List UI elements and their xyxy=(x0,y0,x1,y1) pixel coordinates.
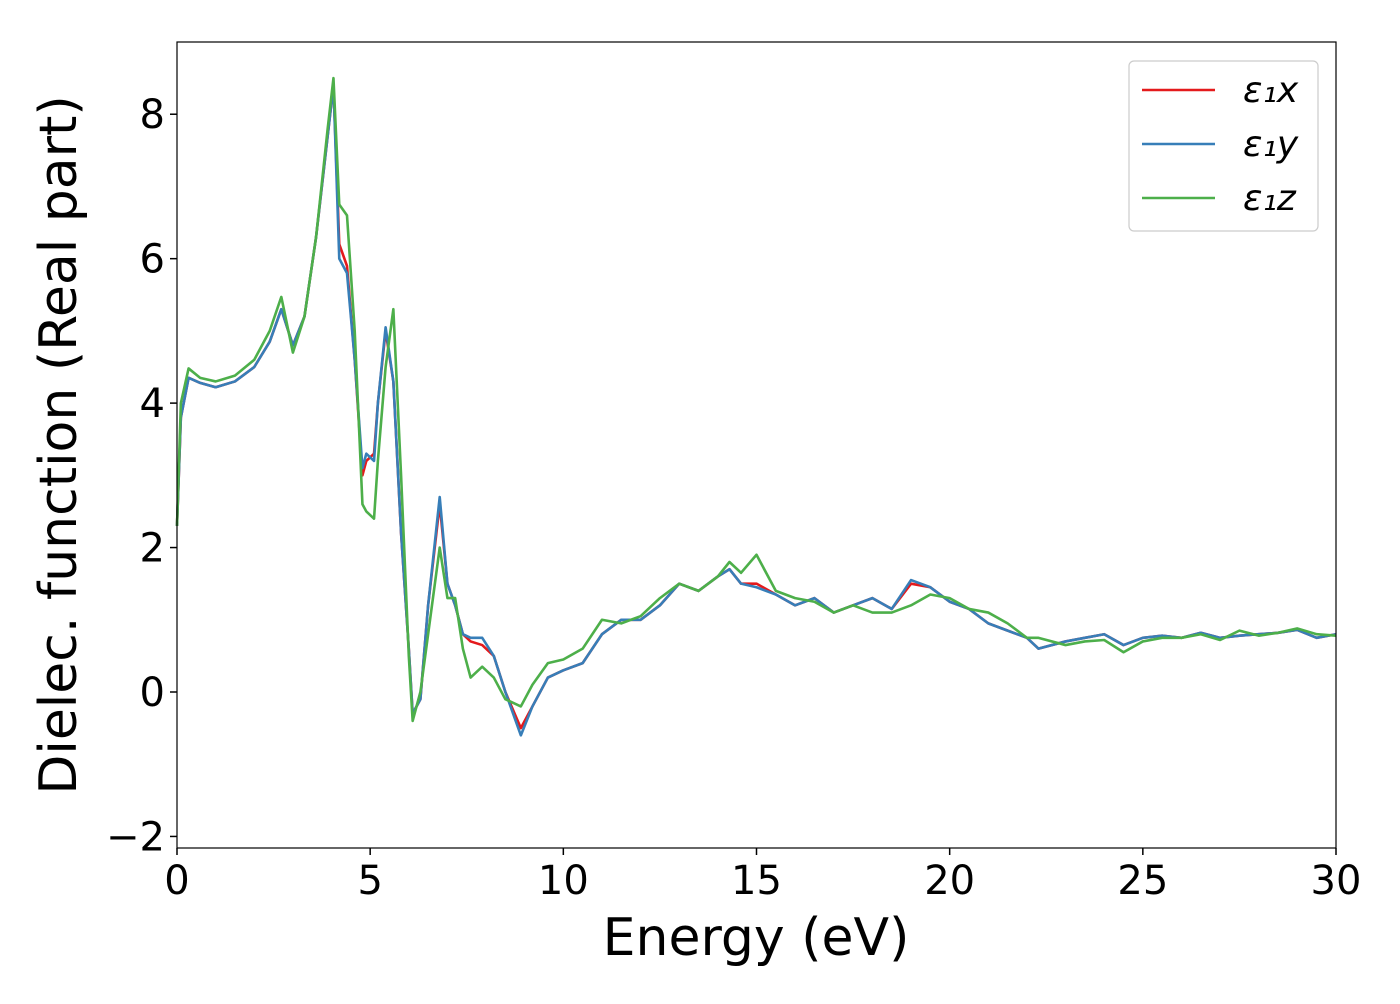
legend-box xyxy=(1128,60,1319,232)
legend-label: ε₁x xyxy=(1243,70,1299,111)
legend-label: ε₁z xyxy=(1243,178,1297,219)
x-tick-label: 10 xyxy=(538,858,589,904)
x-tick-label: 5 xyxy=(357,858,382,904)
y-tick-label: 4 xyxy=(140,381,165,427)
legend-label: ε₁y xyxy=(1243,124,1299,165)
plot-frame xyxy=(176,41,1337,849)
x-tick-label: 25 xyxy=(1117,858,1168,904)
x-tick-label: 15 xyxy=(731,858,782,904)
y-tick-label: 0 xyxy=(140,670,165,716)
x-tick-label: 20 xyxy=(924,858,975,904)
y-tick-label: 8 xyxy=(140,92,165,138)
x-tick-label: 30 xyxy=(1311,858,1362,904)
y-tick-label: −2 xyxy=(106,814,165,860)
series-line xyxy=(175,76,1337,723)
x-axis-label: Energy (eV) xyxy=(603,908,910,968)
y-tick-label: 6 xyxy=(140,237,165,283)
x-tick-label: 0 xyxy=(164,858,189,904)
y-tick-label: 2 xyxy=(140,526,165,572)
y-axis-label: Dielec. function (Real part) xyxy=(29,95,89,794)
